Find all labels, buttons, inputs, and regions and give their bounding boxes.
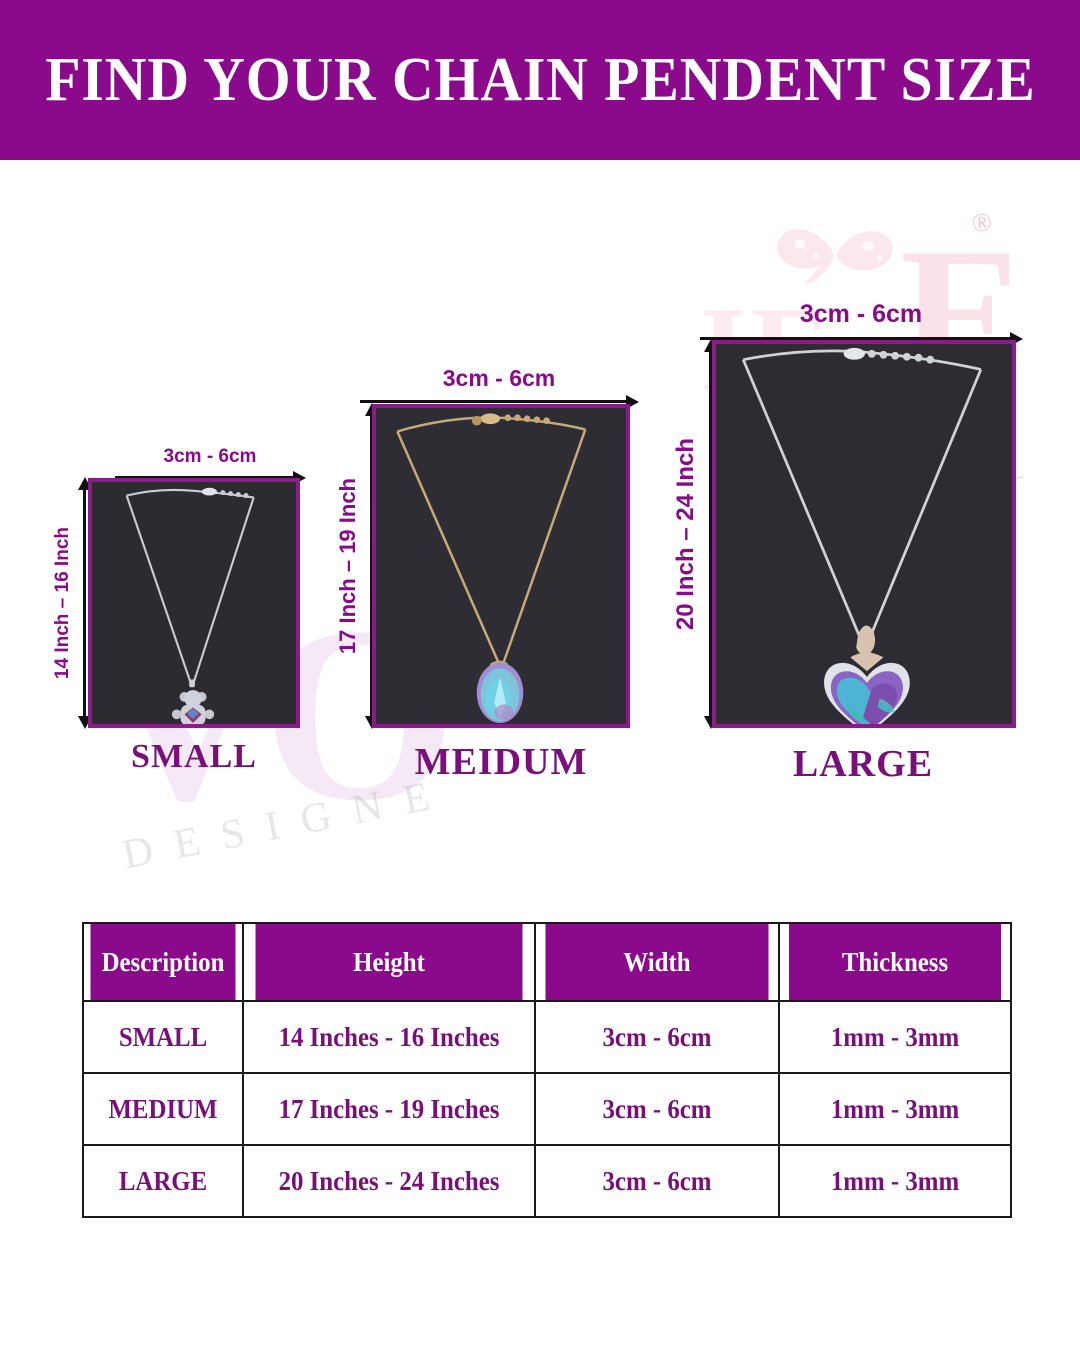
medium-height-label: 17 Inch – 19 Inch xyxy=(335,477,360,655)
cell-thickness-small: 1mm - 3mm xyxy=(787,1000,1003,1074)
cell-description-large: LARGE xyxy=(88,1144,238,1218)
page-title: FIND YOUR CHAIN PENDENT SIZE xyxy=(44,45,1036,114)
large-size-caption: LARGE xyxy=(792,743,934,785)
medium-width-measure: 3cm - 6cm xyxy=(360,365,639,409)
size-panels: 3cm - 6cm 14 Inch – 16 Inch xyxy=(0,160,1080,920)
cell-width-medium: 3cm - 6cm xyxy=(543,1072,771,1146)
large-width-label: 3cm - 6cm xyxy=(799,300,923,328)
table-header-width: Width xyxy=(543,922,771,1002)
cell-thickness-large: 1mm - 3mm xyxy=(787,1144,1003,1218)
cell-height-small: 14 Inches - 16 Inches xyxy=(253,1000,525,1074)
medium-size-caption: MEIDUM xyxy=(414,741,588,783)
large-height-measure: 20 Inch – 24 Inch xyxy=(672,339,718,729)
cell-description-small: SMALL xyxy=(88,1000,238,1074)
table-row: MEDIUM 17 Inches - 19 Inches 3cm - 6cm 1… xyxy=(83,1072,1011,1146)
medium-necklace-photo xyxy=(372,404,630,728)
cell-height-large: 20 Inches - 24 Inches xyxy=(253,1144,525,1218)
cell-height-medium: 17 Inches - 19 Inches xyxy=(253,1072,525,1146)
medium-height-measure: 17 Inch – 19 Inch xyxy=(335,403,379,729)
table-header-description: Description xyxy=(88,922,238,1002)
small-size-caption: SMALL xyxy=(131,738,257,775)
cell-width-small: 3cm - 6cm xyxy=(543,1000,771,1074)
medium-width-label: 3cm - 6cm xyxy=(442,365,556,391)
small-necklace-photo xyxy=(88,478,300,728)
table-header-thickness: Thickness xyxy=(787,922,1003,1002)
small-height-label: 14 Inch – 16 Inch xyxy=(52,526,73,680)
table-header-height: Height xyxy=(253,922,525,1002)
cell-description-medium: MEDIUM xyxy=(88,1072,238,1146)
table-row: SMALL 14 Inches - 16 Inches 3cm - 6cm 1m… xyxy=(83,1000,1011,1074)
header-banner: FIND YOUR CHAIN PENDENT SIZE xyxy=(0,0,1080,160)
large-width-measure: 3cm - 6cm xyxy=(700,300,1023,346)
cell-thickness-medium: 1mm - 3mm xyxy=(787,1072,1003,1146)
small-width-label: 3cm - 6cm xyxy=(163,446,257,467)
small-height-measure: 14 Inch – 16 Inch xyxy=(52,477,92,729)
size-chart-table: Description Height Width Thickness SMALL… xyxy=(82,922,1012,1218)
large-height-label: 20 Inch – 24 Inch xyxy=(672,437,699,631)
cell-width-large: 3cm - 6cm xyxy=(543,1144,771,1218)
table-header-row: Description Height Width Thickness xyxy=(83,922,1011,1002)
table-row: LARGE 20 Inches - 24 Inches 3cm - 6cm 1m… xyxy=(83,1144,1011,1218)
large-necklace-photo xyxy=(712,340,1016,728)
